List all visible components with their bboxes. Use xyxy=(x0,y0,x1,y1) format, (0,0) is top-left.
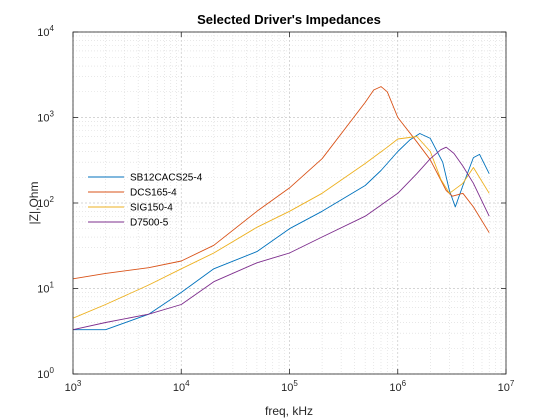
y-tick-label: 104 xyxy=(37,24,54,39)
x-tick-label: 105 xyxy=(281,379,298,394)
y-tick-label: 100 xyxy=(37,366,54,381)
series-line-2 xyxy=(72,136,490,319)
x-tick-label: 104 xyxy=(173,379,190,394)
x-tick-label: 103 xyxy=(65,379,82,394)
legend-label-2: SIG150-4 xyxy=(130,203,173,214)
y-tick-labels: 100 101 102 103 104 xyxy=(37,24,54,381)
axis-ticks xyxy=(72,31,507,375)
series-lines xyxy=(72,86,490,331)
legend-label-0: SB12CACS25-4 xyxy=(130,173,203,184)
chart-title: Selected Driver's Impedances xyxy=(197,12,381,27)
x-tick-labels: 103 104 105 106 107 xyxy=(65,379,515,394)
x-tick-label: 107 xyxy=(498,379,515,394)
y-axis-label: |Z|,Ohm xyxy=(27,182,41,225)
y-tick-label: 103 xyxy=(37,110,54,125)
y-tick-label: 102 xyxy=(37,195,54,210)
x-tick-label: 106 xyxy=(389,379,406,394)
series-line-1 xyxy=(72,86,490,280)
series-line-3 xyxy=(72,146,490,331)
series-line-0 xyxy=(73,133,490,331)
y-tick-label: 101 xyxy=(37,281,54,296)
legend-label-3: D7500-5 xyxy=(130,218,169,229)
legend-label-1: DCS165-4 xyxy=(130,188,177,199)
legend: SB12CACS25-4 DCS165-4 SIG150-4 D7500-5 xyxy=(88,173,203,229)
x-axis-label: freq, kHz xyxy=(265,404,313,418)
